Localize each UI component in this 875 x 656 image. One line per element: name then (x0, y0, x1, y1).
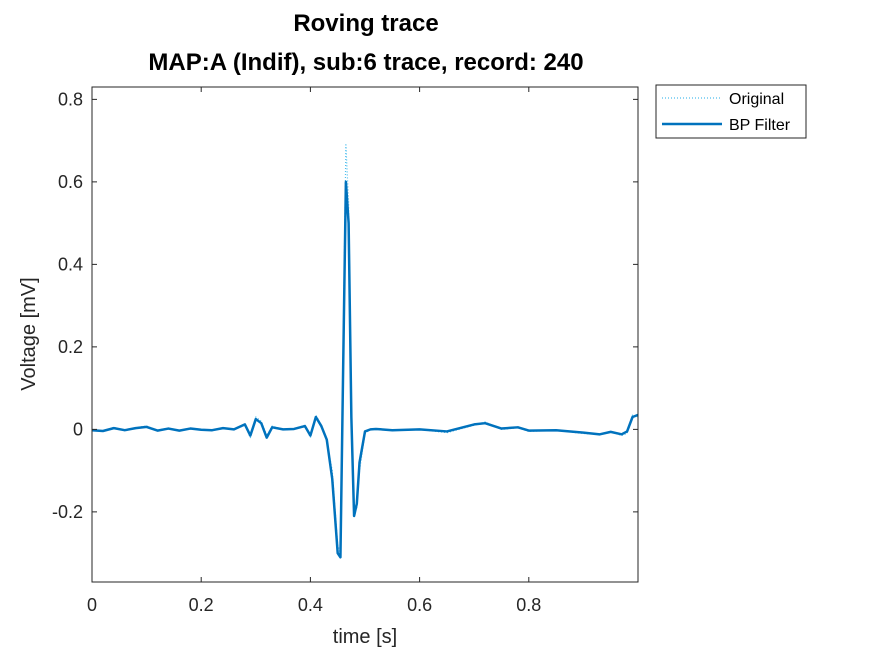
x-tick-label: 0.8 (516, 595, 541, 615)
plot-area (92, 87, 638, 582)
plot-frame (91, 86, 639, 583)
y-axis-label: Voltage [mV] (18, 277, 40, 390)
legend-box (655, 84, 807, 139)
x-axis-label: time [s] (333, 626, 397, 648)
chart-title-line-2: MAP:A (Indif), sub:6 trace, record: 240 (148, 49, 583, 76)
series-line-bp-filter (91, 180, 639, 559)
legend-label-original: Original (729, 91, 784, 108)
x-tick-label: 0.6 (407, 595, 432, 615)
ticks-layer: 0 0.2 0.4 0.6 0.8 -0.2 0 0.2 0.4 0.6 0.8 (52, 87, 638, 615)
chart-title-line-1: Roving trace (293, 10, 438, 37)
legend-label-bp-filter: BP Filter (729, 117, 791, 134)
x-tick-label: 0 (87, 595, 97, 615)
y-tick-label: -0.2 (52, 502, 83, 522)
y-tick-label: 0 (73, 419, 83, 439)
x-tick-label: 0.4 (298, 595, 323, 615)
y-tick-label: 0.2 (58, 337, 83, 357)
y-tick-label: 0.4 (58, 254, 83, 274)
y-tick-label: 0.8 (58, 89, 83, 109)
y-tick-label: 0.6 (58, 172, 83, 192)
series-layer (91, 144, 639, 559)
legend: Original BP Filter (655, 84, 807, 139)
x-tick-label: 0.2 (189, 595, 214, 615)
